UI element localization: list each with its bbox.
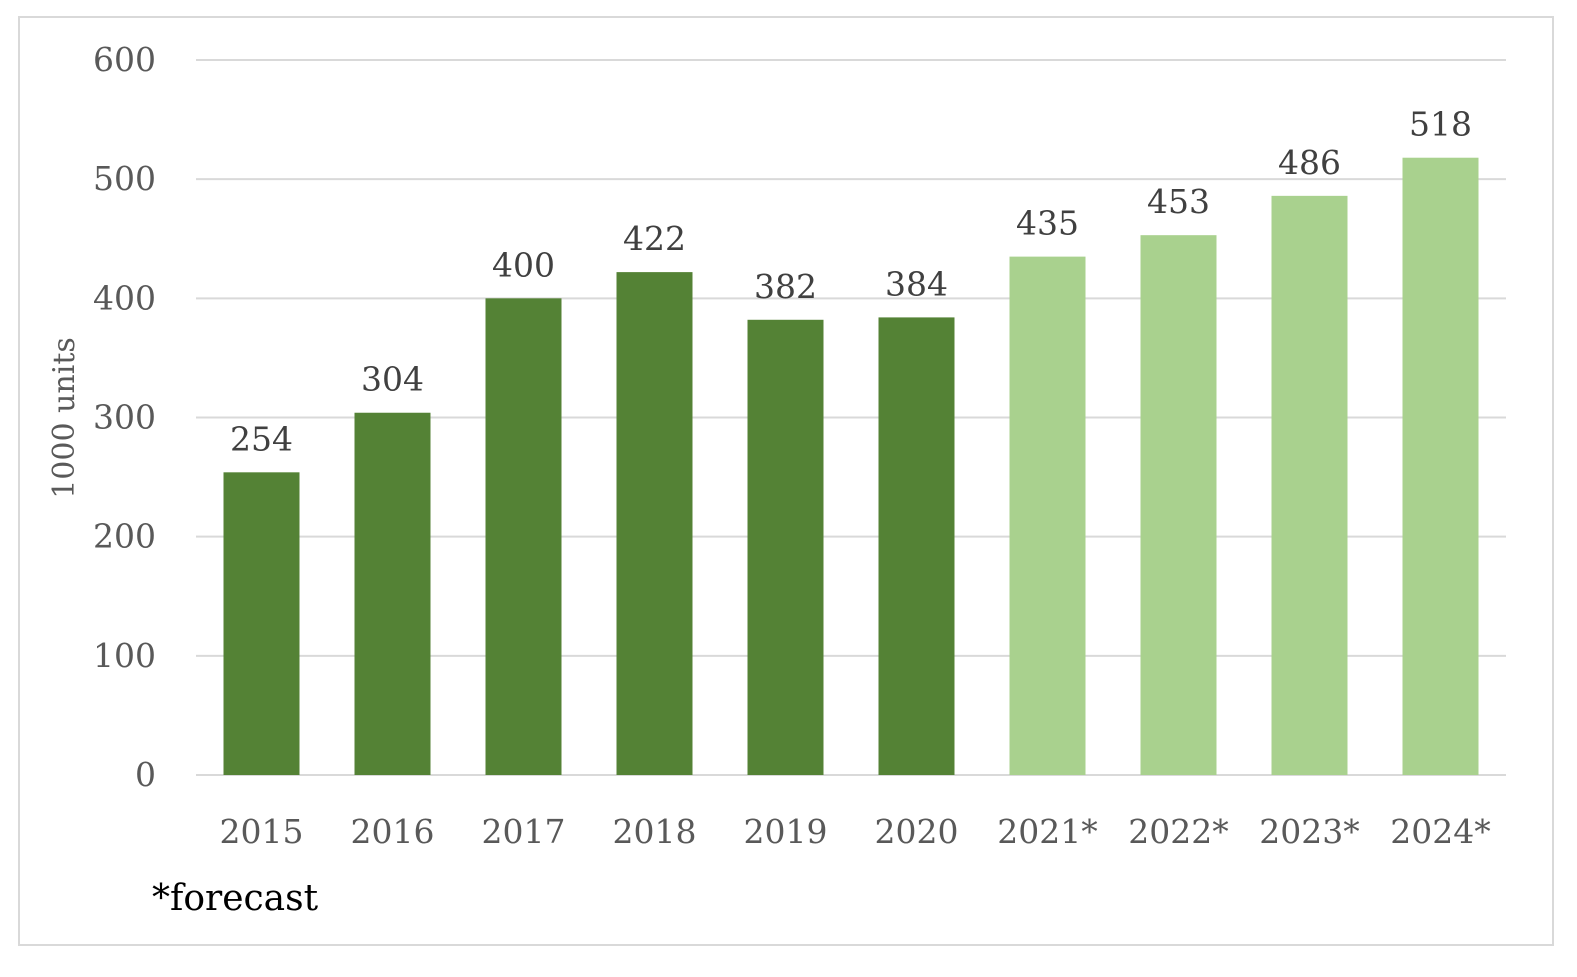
x-tick-label: 2017 — [482, 812, 566, 851]
x-tick-label: 2018 — [613, 812, 697, 851]
bar-2022-forecast — [1140, 235, 1217, 776]
data-label: 422 — [623, 219, 686, 258]
data-labels: 254 304 400 422 382 384 435 453 486 518 — [230, 105, 1472, 459]
y-tick-label: 400 — [93, 278, 156, 317]
data-label: 382 — [754, 267, 817, 306]
x-tick-label: 2023* — [1259, 812, 1359, 851]
y-tick-label: 600 — [93, 40, 156, 79]
data-label: 400 — [492, 245, 555, 284]
data-label: 486 — [1278, 143, 1341, 182]
bar-2016 — [354, 412, 431, 775]
bar-2023-forecast — [1271, 195, 1348, 776]
x-tick-label: 2016 — [351, 812, 435, 851]
bar-2018 — [616, 272, 693, 775]
bars — [223, 157, 1479, 776]
bar-2019 — [747, 319, 824, 775]
x-tick-label: 2024* — [1390, 812, 1490, 851]
data-label: 453 — [1147, 182, 1210, 221]
y-tick-label: 500 — [93, 159, 156, 198]
bar-2020 — [878, 317, 955, 775]
x-tick-label: 2015 — [220, 812, 304, 851]
y-axis-ticks: 0 100 200 300 400 500 600 — [93, 40, 156, 794]
bar-2024-forecast — [1402, 157, 1479, 775]
y-axis-title: 1000 units — [47, 337, 82, 499]
x-tick-label: 2021* — [997, 812, 1097, 851]
x-tick-label: 2020 — [875, 812, 959, 851]
y-tick-label: 300 — [93, 398, 156, 437]
bar-2015 — [223, 472, 300, 775]
y-tick-label: 100 — [93, 636, 156, 675]
data-label: 254 — [230, 419, 293, 458]
x-tick-label: 2022* — [1128, 812, 1228, 851]
bar-2021-forecast — [1009, 256, 1086, 775]
y-tick-label: 0 — [135, 755, 156, 794]
x-axis-ticks: 2015 2016 2017 2018 2019 2020 2021* 2022* 2023* 2… — [220, 812, 1491, 851]
forecast-footnote: *forecast — [152, 878, 319, 919]
data-label: 304 — [361, 360, 424, 399]
bar-2017 — [485, 298, 562, 775]
data-label: 435 — [1016, 204, 1079, 243]
x-tick-label: 2019 — [744, 812, 828, 851]
data-label: 384 — [885, 264, 948, 303]
data-label: 518 — [1409, 105, 1472, 144]
y-tick-label: 200 — [93, 517, 156, 556]
